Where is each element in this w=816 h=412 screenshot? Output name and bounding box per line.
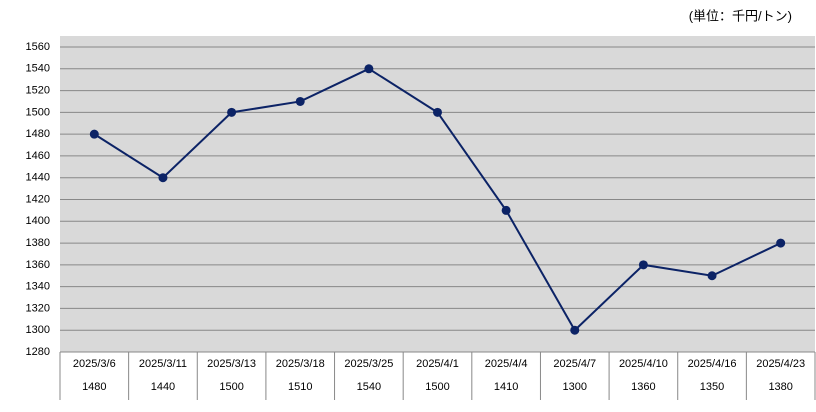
x-tick-label: 2025/3/18 [276,358,325,370]
y-tick-label: 1380 [26,237,50,249]
table-value: 1360 [631,381,655,393]
x-tick-label: 2025/3/11 [139,358,187,370]
marker [227,107,237,117]
marker [501,205,511,215]
y-tick-label: 1460 [26,150,50,162]
table-value: 1540 [357,381,381,393]
table-value: 1440 [151,381,175,393]
x-tick-label: 2025/4/4 [485,358,528,370]
table-value: 1500 [219,381,243,393]
marker [707,271,717,281]
y-tick-label: 1500 [26,106,50,118]
marker [638,260,648,270]
marker [89,129,99,139]
table-value: 1500 [425,381,449,393]
y-tick-label: 1480 [26,128,50,140]
x-tick-label: 2025/4/16 [688,358,737,370]
y-tick-label: 1440 [26,172,50,184]
y-tick-label: 1340 [26,281,50,293]
y-tick-label: 1520 [26,84,50,96]
x-tick-label: 2025/3/25 [344,358,393,370]
table-value: 1510 [288,381,312,393]
table-value: 1350 [700,381,724,393]
x-tick-label: 2025/3/6 [73,358,116,370]
y-tick-label: 1540 [26,63,50,75]
y-tick-label: 1360 [26,259,50,271]
table-value: 1410 [494,381,518,393]
marker [433,107,442,117]
y-tick-label: 1280 [26,346,50,358]
marker [364,64,374,74]
marker [158,173,168,183]
x-tick-label: 2025/4/7 [553,358,596,370]
plot-area [60,36,815,352]
x-tick-label: 2025/4/23 [756,358,805,370]
x-tick-label: 2025/4/10 [619,358,668,370]
x-tick-label: 2025/4/1 [416,358,459,370]
table-value: 1380 [768,381,792,393]
marker [295,96,305,106]
y-tick-label: 1400 [26,215,50,227]
y-tick-label: 1320 [26,302,50,314]
marker [570,325,580,335]
table-value: 1300 [563,381,587,393]
y-tick-label: 1300 [26,324,50,336]
y-tick-label: 1420 [26,193,50,205]
unit-label: (単位：千円/トン) [689,8,792,23]
marker [776,238,786,248]
y-tick-label: 1560 [26,41,50,53]
x-tick-label: 2025/3/13 [207,358,256,370]
table-value: 1480 [82,381,106,393]
